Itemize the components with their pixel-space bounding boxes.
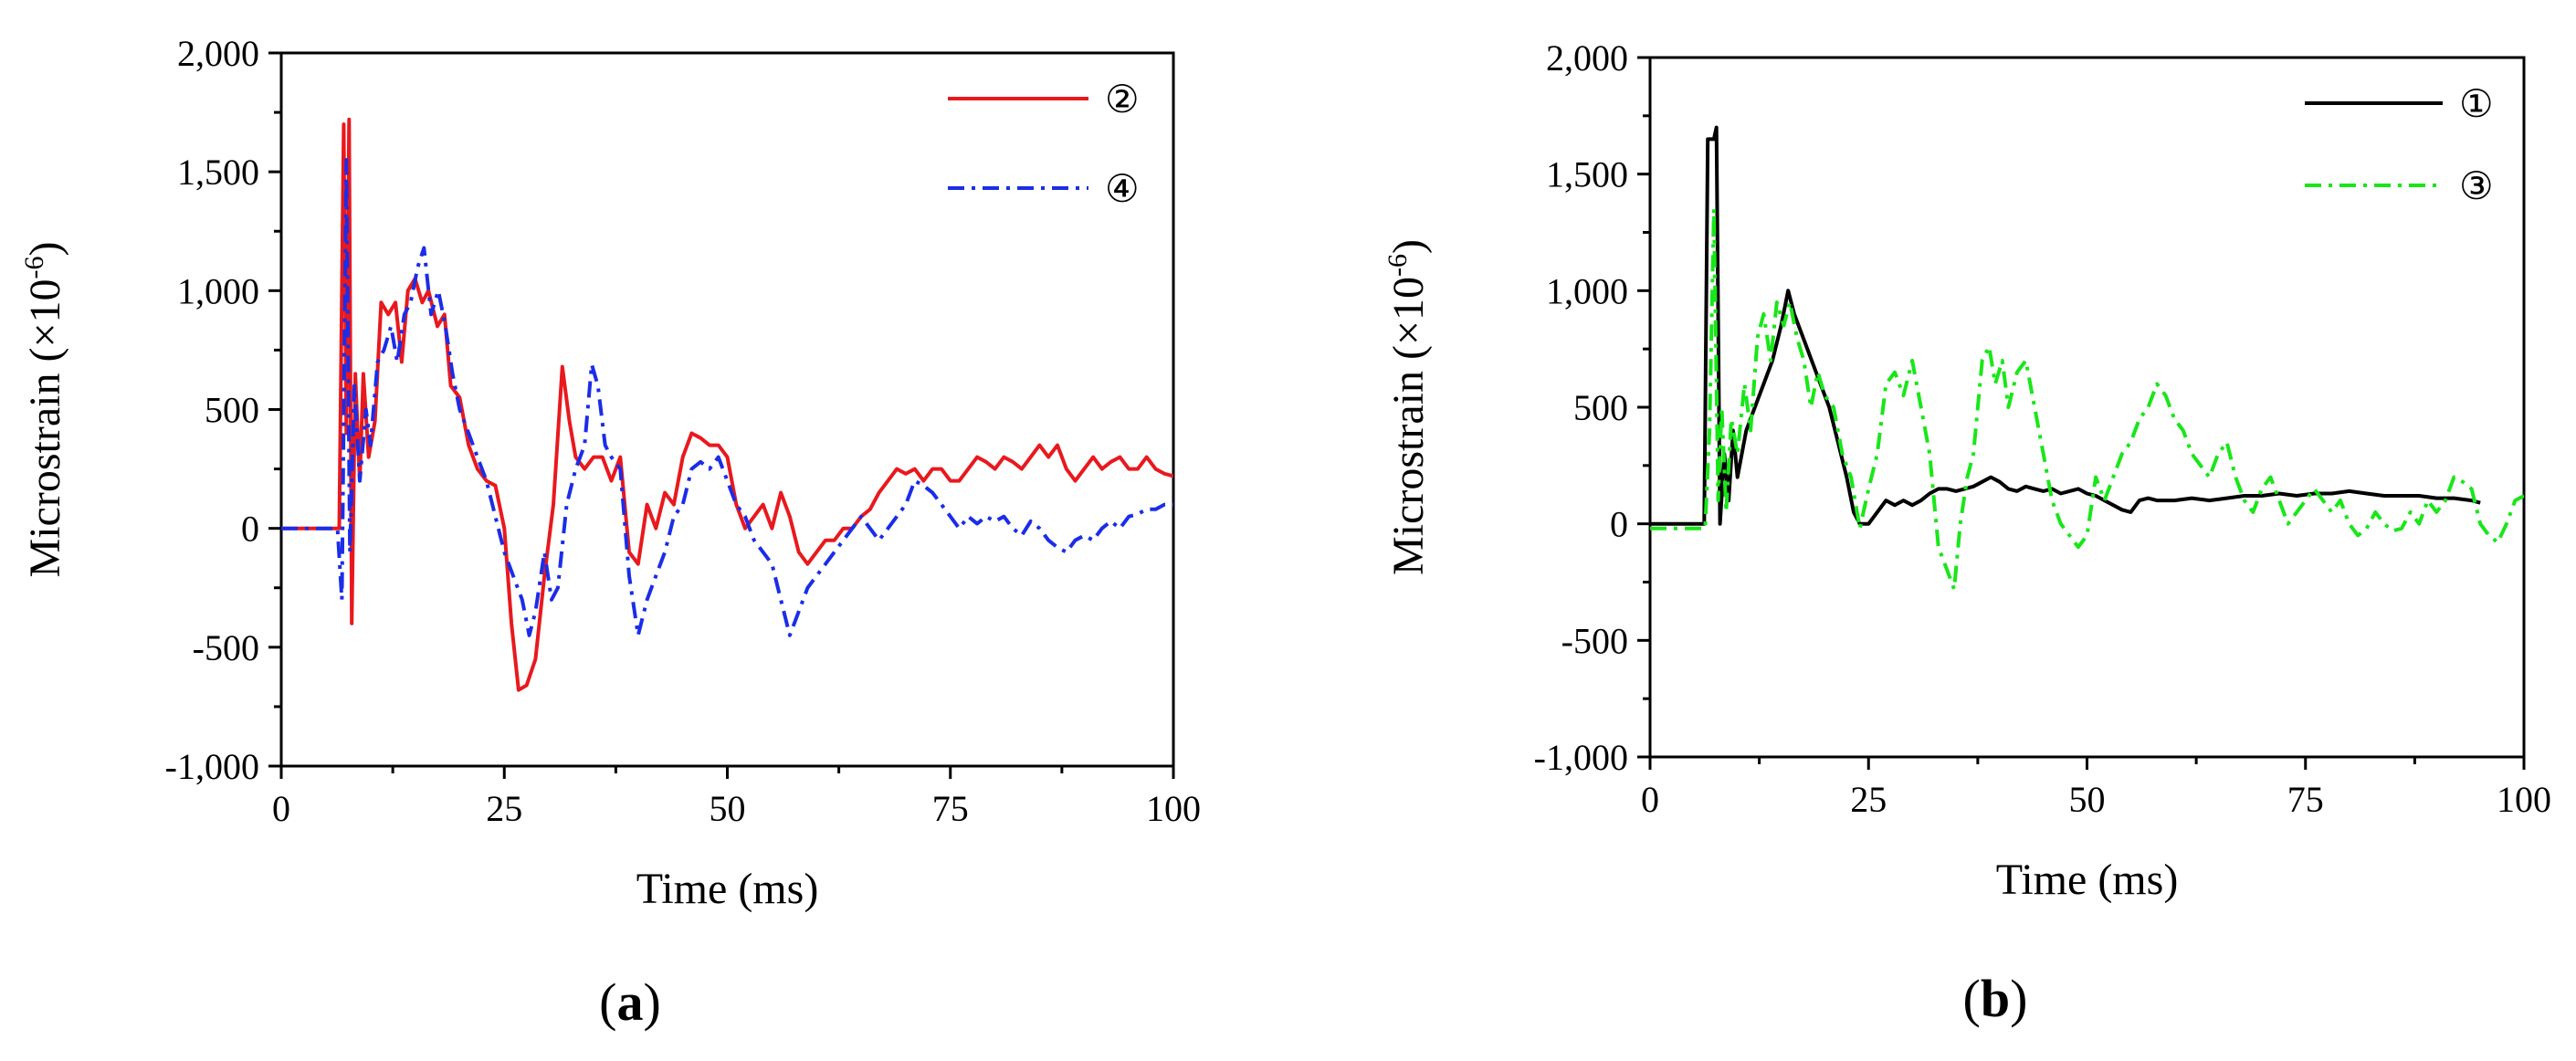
x-tick-label: 50 [710,788,746,829]
y-tick-label: 1,500 [177,152,259,193]
y-tick-label: -500 [1561,620,1628,661]
x-tick-label: 0 [272,788,290,829]
plot-frame [1648,56,2526,759]
y-axis-label-exponent: -6 [19,256,49,278]
chart-panel-b: -1,000 -500 0 500 1,000 1,500 2,000 0 25 50 75 100 T… [1288,0,2575,1056]
legend-label-2: ③ [2459,166,2494,208]
x-axis-label: Time (ms) [1996,856,2179,904]
series-line-1 [281,117,1173,692]
chart-a: -1,000 -500 0 500 1,000 1,500 2,000 0 25 50 75 100 T… [19,33,1201,1032]
series-line-1 [1650,125,2481,526]
panel-label: (b) [1963,969,2028,1028]
y-axis-label: Microstrain (×10-6) [19,242,69,578]
legend-label-1: ② [1105,79,1140,121]
series-line-2 [1650,207,2524,592]
x-tick-label: 0 [1641,779,1659,820]
y-tick-label: -500 [193,627,259,668]
y-tick-label: 500 [205,390,259,431]
y-tick-label: 1,000 [177,270,259,311]
y-axis-label-main: Microstrain (×10 [1384,277,1433,575]
x-axis-label: Time (ms) [636,865,819,913]
y-tick-label: 2,000 [177,33,259,74]
y-axis-label-close: ) [21,242,69,257]
panel-label: (a) [599,972,661,1032]
x-tick-label: 100 [1146,788,1201,829]
x-tick-label: 50 [2069,779,2106,820]
y-tick-label: 0 [1610,504,1628,545]
plot-frame [279,51,1175,768]
chart-b: -1,000 -500 0 500 1,000 1,500 2,000 0 25 50 75 100 T… [1383,37,2551,1028]
x-tick-label: 25 [486,788,522,829]
y-tick-label: 500 [1573,387,1628,428]
series-line-2 [281,158,1173,637]
x-tick-label: 75 [932,788,969,829]
y-axis-label-close: ) [1384,239,1433,254]
y-tick-label: 0 [241,509,259,550]
legend-label-1: ① [2459,84,2494,126]
x-tick-label: 25 [1850,779,1887,820]
y-tick-label: -1,000 [165,746,259,787]
y-axis-label-exponent: -6 [1383,254,1413,277]
y-tick-label: 2,000 [1546,37,1628,79]
y-tick-label: -1,000 [1534,737,1628,778]
legend-label-2: ④ [1105,169,1140,211]
y-tick-label: 1,000 [1546,270,1628,311]
chart-panel-a: -1,000 -500 0 500 1,000 1,500 2,000 0 25 50 75 100 T… [0,0,1288,1056]
x-tick-label: 100 [2497,779,2551,820]
y-tick-label: 1,500 [1546,154,1628,195]
y-axis-label-main: Microstrain (×10 [21,278,69,577]
x-tick-label: 75 [2287,779,2324,820]
y-axis-label: Microstrain (×10-6) [1383,239,1433,575]
